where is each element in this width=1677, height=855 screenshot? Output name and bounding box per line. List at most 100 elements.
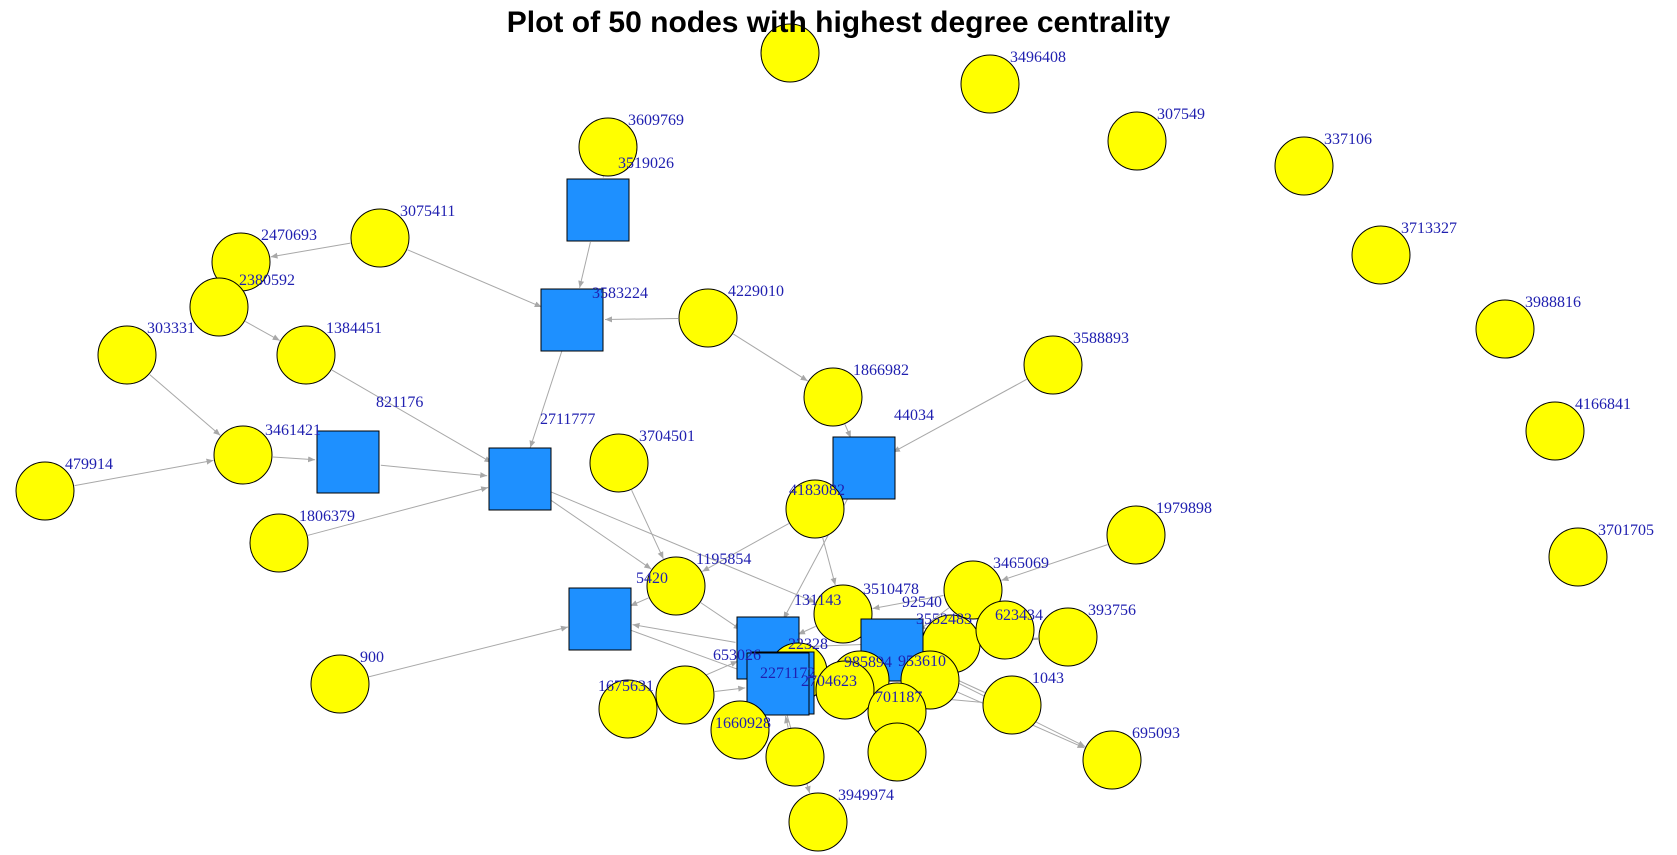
node-1979898[interactable] [1106,505,1166,565]
edge-5420-2271172 [630,629,748,674]
node-label-3552483: 3552483 [916,611,972,628]
edge-1866982-44034 [844,424,852,438]
node-label-1195854: 1195854 [696,551,751,568]
node-2380592[interactable] [189,277,249,337]
node-3704501[interactable] [589,433,649,493]
node-label-3988816: 3988816 [1525,294,1581,311]
node-695093[interactable] [1082,730,1142,790]
node-900[interactable] [310,654,370,714]
edge-4183082-3510478 [822,537,837,586]
node-2271172[interactable] [746,652,810,716]
node-1675631[interactable] [598,679,658,739]
node-337106[interactable] [1274,136,1334,196]
node-label-3519026: 3519026 [618,155,674,172]
edge-1195854-5420 [630,597,649,607]
node-2704623[interactable] [815,660,875,720]
node-label-3588893: 3588893 [1073,330,1129,347]
edge-3510478-131143 [797,625,816,635]
edge-4229010-1866982 [733,333,808,382]
node-label-1979898: 1979898 [1156,500,1212,517]
node-303331[interactable] [97,325,157,385]
node-label-821176: 821176 [376,394,423,411]
edge-3465069-3510478 [872,594,944,611]
node-3949974[interactable] [788,792,848,852]
node-label-3465069: 3465069 [993,555,1049,572]
node-4229010[interactable] [678,288,738,348]
node-extra-1[interactable] [655,665,715,725]
node-3588893[interactable] [1023,335,1083,395]
edge-821176-2711777 [380,464,488,479]
node-3496408[interactable] [960,54,1020,114]
node-label-2380592: 2380592 [239,272,295,289]
graph-title: Plot of 50 nodes with highest degree cen… [506,6,1171,39]
node-1384451[interactable] [276,325,336,385]
node-821176[interactable] [316,430,380,494]
node-4183082[interactable] [785,479,845,539]
node-extra-3[interactable] [867,722,927,782]
node-label-3949974: 3949974 [838,787,894,804]
node-label-1806379: 1806379 [299,508,355,525]
node-3609769[interactable] [578,117,638,177]
node-1195854[interactable] [646,556,706,616]
node-label-22328: 22328 [788,636,828,653]
node-label-3701705: 3701705 [1598,522,1654,539]
node-label-4229010: 4229010 [728,283,784,300]
edge-3075411-3583224 [407,249,542,308]
edge-3075411-2470693 [270,242,351,259]
node-307549[interactable] [1107,111,1167,171]
node-label-3461421: 3461421 [265,422,321,439]
node-3583224[interactable] [540,288,604,352]
node-label-3510478: 3510478 [863,581,919,598]
edge-3704501-1195854 [631,490,664,559]
node-label-479914: 479914 [65,456,113,473]
node-623434[interactable] [975,600,1035,660]
node-479914[interactable] [15,461,75,521]
node-label-3713327: 3713327 [1401,220,1457,237]
node-label-5420: 5420 [636,570,668,587]
node-label-953610: 953610 [898,653,946,670]
node-1660928[interactable] [710,700,770,760]
node-3461421[interactable] [213,425,273,485]
node-label-2711777: 2711777 [540,411,595,428]
node-label-3704501: 3704501 [639,428,695,445]
node-label-337106: 337106 [1324,131,1372,148]
node-3519026[interactable] [566,178,630,242]
edge-3465069-92540 [918,607,950,631]
node-5420[interactable] [568,587,632,651]
node-1043[interactable] [982,675,1042,735]
node-label-3609769: 3609769 [628,112,684,129]
node-3510478[interactable] [813,584,873,644]
node-4166841[interactable] [1525,401,1585,461]
edge-extra-1-2271172 [714,685,746,692]
node-2711777[interactable] [488,447,552,511]
node-3465069[interactable] [943,560,1003,620]
node-3075411[interactable] [350,208,410,268]
node-393756[interactable] [1038,607,1098,667]
edge-3461421-821176 [272,456,316,463]
edge-303331-3461421 [149,374,221,436]
node-label-1675631: 1675631 [598,678,654,695]
node-label-1866982: 1866982 [853,362,909,379]
node-1806379[interactable] [249,513,309,573]
node-label-4183082: 4183082 [789,482,845,499]
node-44034[interactable] [832,436,896,500]
node-3988816[interactable] [1475,299,1535,359]
node-top-hidden[interactable] [760,23,820,83]
node-label-4166841: 4166841 [1575,396,1631,413]
node-label-3496408: 3496408 [1010,49,1066,66]
node-1866982[interactable] [803,367,863,427]
node-3701705[interactable] [1548,527,1608,587]
node-extra-2[interactable] [765,727,825,787]
node-label-985894: 985894 [844,654,892,671]
edge-479914-3461421 [74,458,214,487]
node-3713327[interactable] [1351,225,1411,285]
edge-1384451-2711777 [331,369,492,463]
node-label-1384451: 1384451 [326,320,382,337]
labels-layer: 3496408 307549 337106 3713327 3988816 4166841… [65,49,1654,804]
edge-900-5420 [368,625,569,678]
node-label-92540: 92540 [902,594,942,611]
node-label-1660928: 1660928 [715,715,771,732]
edge-3588893-44034 [892,378,1027,453]
node-label-653026: 653026 [713,647,761,664]
